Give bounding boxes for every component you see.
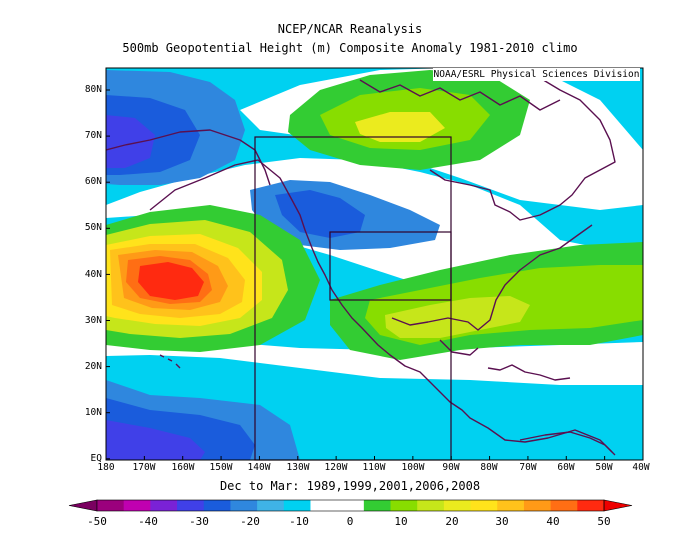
colorbar-label-20: 20 <box>445 515 459 528</box>
lat-label-60n: 60N <box>84 176 102 187</box>
colorbar-swatch <box>417 500 445 511</box>
colorbar-label-30: 30 <box>495 515 509 528</box>
coast-north-america <box>149 159 613 453</box>
lon-label-180: 180 <box>97 462 115 473</box>
colorbar-swatch <box>310 500 338 511</box>
colorbar-label-10: 10 <box>394 515 408 528</box>
lat-label-50n: 50N <box>84 222 102 233</box>
lon-label-40w: 40W <box>632 462 650 473</box>
colorbar-label-m10: -10 <box>289 515 309 528</box>
colorbar <box>68 499 633 512</box>
axis-ticks <box>105 89 644 460</box>
colorbar-swatch <box>283 500 311 511</box>
analysis-box-inner <box>329 231 452 301</box>
coast-south-america <box>519 431 616 456</box>
colorbar-swatch <box>577 500 605 511</box>
coast-gulf <box>391 224 593 331</box>
lon-label-160w: 160W <box>171 462 195 473</box>
positive-anomaly-pacific-core <box>138 262 204 300</box>
colorbar-frame <box>96 499 605 512</box>
positive-anomaly-canada-core <box>355 112 445 142</box>
colorbar-swatch <box>550 500 578 511</box>
lat-label-30n: 30N <box>84 315 102 326</box>
colorbar-label-m50: -50 <box>87 515 107 528</box>
negative-anomaly-tropics-peak <box>106 420 205 460</box>
lon-label-130w: 130W <box>286 462 310 473</box>
colorbar-swatch <box>443 500 472 511</box>
coast-alaska <box>106 129 271 186</box>
colorbar-label-0: 0 <box>346 515 354 528</box>
lat-label-10n: 10N <box>84 407 102 418</box>
colorbar-swatch <box>257 500 285 511</box>
colorbar-label-m20: -20 <box>240 515 260 528</box>
lon-label-100w: 100W <box>401 462 425 473</box>
coast-hudson-bay <box>429 77 616 221</box>
coastlines <box>106 77 616 456</box>
lat-label-eq: EQ <box>90 453 102 464</box>
colorbar-swatch <box>97 500 125 511</box>
colorbar-swatch <box>337 500 365 511</box>
coast-arctic-islands <box>359 79 561 111</box>
lat-label-70n: 70N <box>84 130 102 141</box>
lon-label-110w: 110W <box>362 462 386 473</box>
lat-label-80n: 80N <box>84 84 102 95</box>
colorbar-swatch <box>470 500 498 511</box>
credit-label: NOAA/ESRL Physical Sciences Division <box>433 68 640 81</box>
lon-label-140w: 140W <box>247 462 271 473</box>
lat-label-20n: 20N <box>84 361 102 372</box>
figure-title: NCEP/NCAR Reanalysis <box>277 22 423 36</box>
colorbar-low-arrow <box>68 499 98 512</box>
lon-label-170w: 170W <box>132 462 156 473</box>
coast-caribbean <box>487 364 571 381</box>
colorbar-label-m40: -40 <box>138 515 158 528</box>
colorbar-label-40: 40 <box>546 515 560 528</box>
lon-label-150w: 150W <box>209 462 233 473</box>
lat-label-40n: 40N <box>84 269 102 280</box>
negative-anomaly-west-peak <box>106 115 155 168</box>
colorbar-swatch <box>497 500 525 511</box>
coast-hawaii <box>159 354 181 369</box>
colorbar-swatch <box>390 500 418 511</box>
colorbar-swatch <box>203 500 231 511</box>
colorbar-label-m30: -30 <box>189 515 209 528</box>
colorbar-swatch <box>150 500 178 511</box>
lon-label-60w: 60W <box>557 462 575 473</box>
anomaly-field <box>106 68 643 460</box>
coast-yucatan <box>439 339 479 356</box>
lon-label-120w: 120W <box>324 462 348 473</box>
colorbar-swatch <box>177 500 205 511</box>
colorbar-label-50: 50 <box>597 515 611 528</box>
colorbar-high-arrow <box>603 499 633 512</box>
lon-label-80w: 80W <box>480 462 498 473</box>
colorbar-swatch <box>363 500 392 511</box>
lon-label-70w: 70W <box>519 462 537 473</box>
figure-subtitle: 500mb Geopotential Height (m) Composite … <box>122 41 578 55</box>
colorbar-swatch <box>230 500 258 511</box>
composite-period: Dec to Mar: 1989,1999,2001,2006,2008 <box>219 479 481 493</box>
negative-anomaly-west-coast-core <box>275 190 365 238</box>
lon-label-90w: 90W <box>442 462 460 473</box>
colorbar-swatch <box>123 500 151 511</box>
colorbar-swatch <box>523 500 552 511</box>
lon-label-50w: 50W <box>595 462 613 473</box>
